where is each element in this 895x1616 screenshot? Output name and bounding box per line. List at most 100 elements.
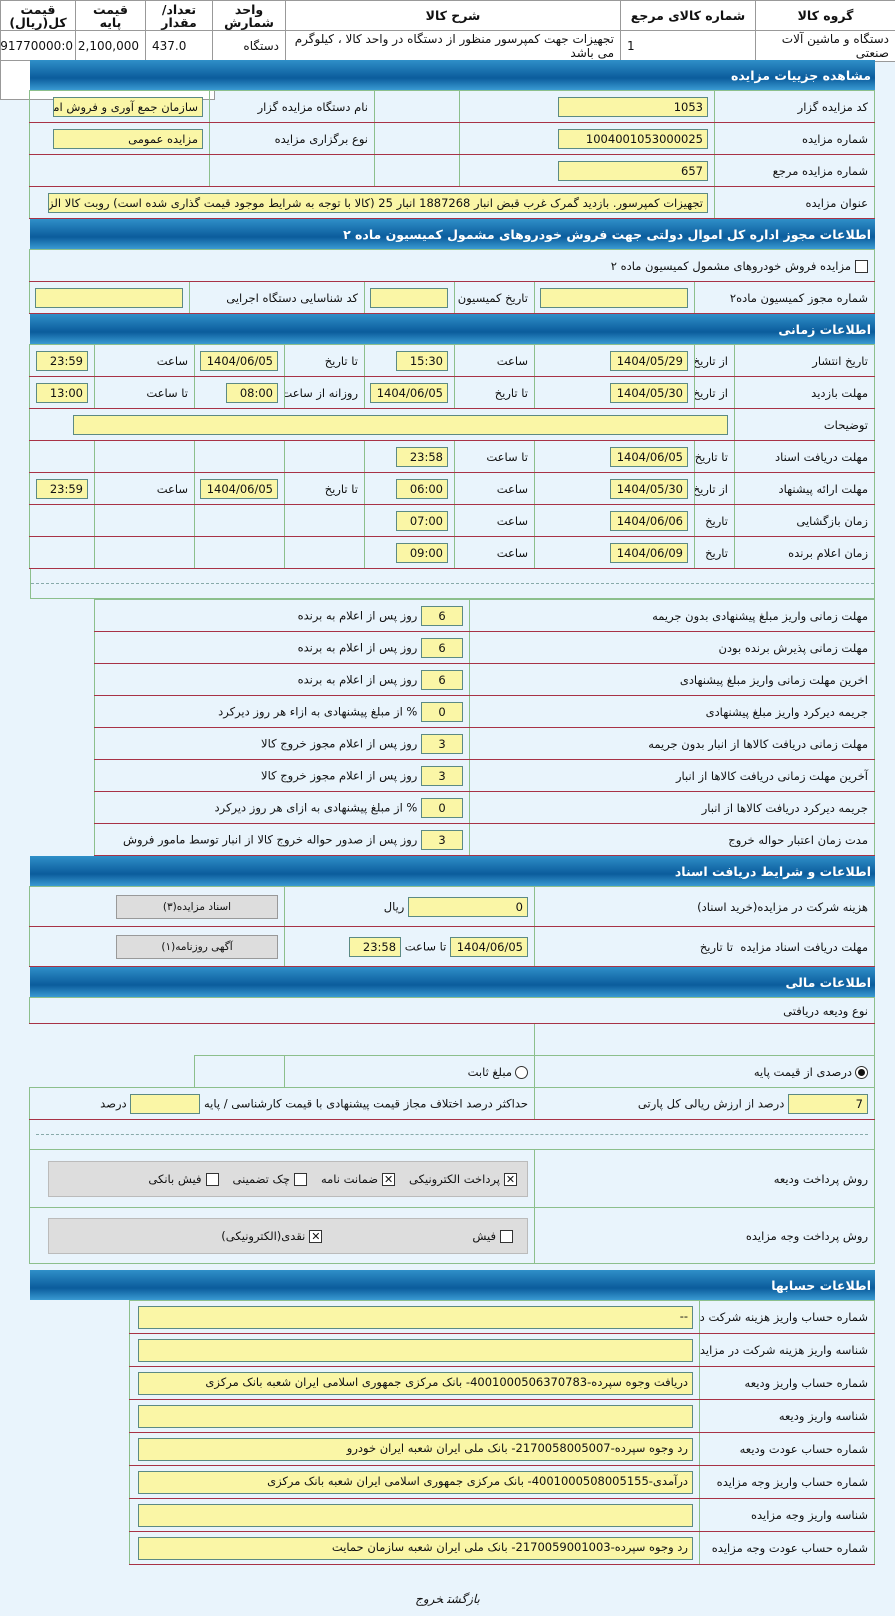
- label: تا تاریخ: [284, 344, 365, 377]
- label: شماره حساب عودت ودیعه: [699, 1432, 875, 1466]
- checkbox[interactable]: [293, 1172, 307, 1186]
- timing-row: مهلت ارائه پیشنهاد از تاریخ 1404/05/30 ساعت…: [29, 472, 875, 505]
- label: مهلت بازدید: [734, 376, 875, 409]
- label: تا ساعت: [94, 376, 195, 409]
- label: تاریخ انتشار: [734, 344, 875, 377]
- condition-suffix: روز پس از اعلام به برنده: [297, 640, 418, 654]
- cell-unit: دستگاه: [212, 30, 286, 62]
- separator: [30, 569, 875, 599]
- cell-ref: 1: [620, 30, 756, 62]
- section-header: اطلاعات مجوز اداره کل اموال دولتی جهت فر…: [30, 219, 875, 249]
- condition-row: مهلت زمانی واریز مبلغ پیشنهادی بدون جریم…: [94, 599, 875, 632]
- checkbox[interactable]: [205, 1172, 219, 1186]
- timing-table: تاریخ انتشار از تاریخ 1404/05/29 ساعت 15:30 ت…: [29, 344, 875, 569]
- percent-field: 7: [788, 1093, 868, 1114]
- timing-row: مهلت دریافت اسناد تا تاریخ 1404/06/05 تا سا…: [29, 440, 875, 473]
- col-header: شرح کالا: [285, 0, 621, 31]
- label: شناسه واریز ودیعه: [699, 1399, 875, 1433]
- checkbox[interactable]: ✕: [382, 1172, 396, 1186]
- doc-deadline-date: 1404/06/05: [450, 936, 528, 957]
- label: ساعت: [94, 344, 195, 377]
- account-field: [138, 1404, 693, 1428]
- accounts-table: شماره حساب واریز هزینه شرکت در مزایده--ش…: [129, 1300, 875, 1565]
- label: تا ساعت: [404, 939, 447, 953]
- label: مهلت دریافت اسناد مزایده: [740, 939, 868, 954]
- condition-value: 0: [421, 797, 463, 818]
- checkbox-label: ضمانت نامه: [320, 1171, 379, 1186]
- time-field: 23:59: [36, 478, 88, 499]
- label: ساعت: [94, 472, 195, 505]
- label: مهلت زمانی پذیرش برنده بودن: [469, 631, 875, 664]
- condition-suffix: روز پس از اعلام مجوز خروج کالا: [261, 736, 418, 750]
- percent-radio[interactable]: [855, 1065, 868, 1079]
- label: شماره مزایده: [714, 122, 875, 155]
- condition-row: جریمه دیرکرد دریافت کالاها از انبار 0 % ا…: [94, 791, 875, 824]
- date-field: 1404/05/29: [610, 350, 688, 371]
- date-field: 1404/05/30: [610, 478, 688, 499]
- timing-row: زمان اعلام برنده تاریخ 1404/06/09 ساعت 09:00: [29, 536, 875, 569]
- date-field: 1404/06/09: [610, 542, 688, 563]
- commission-checkbox[interactable]: [855, 259, 868, 273]
- fixed-amount-radio[interactable]: [515, 1065, 528, 1079]
- label: نام دستگاه مزایده گزار: [209, 90, 375, 123]
- label: تا تاریخ: [694, 440, 735, 473]
- radio-label: درصدی از قیمت پایه: [753, 1064, 852, 1079]
- label: مدت زمان اعتبار حواله خروج: [469, 823, 875, 856]
- checkbox-label: نقدی(الکترونیکی): [221, 1228, 306, 1243]
- label: [94, 504, 195, 537]
- label: شماره حساب عودت وجه مزایده: [699, 1531, 875, 1565]
- checkbox[interactable]: ✕: [309, 1229, 323, 1243]
- section-header: اطلاعات زمانی: [30, 314, 875, 344]
- label: روش پرداخت وجه مزایده: [534, 1207, 875, 1264]
- newspaper-ad-button[interactable]: آگهی روزنامه(۱): [116, 934, 278, 959]
- label: تا تاریخ: [284, 472, 365, 505]
- label: درصد از ارزش ریالی کل پارتی: [637, 1096, 785, 1110]
- label: آخرین مهلت زمانی دریافت کالاها از انبار: [469, 759, 875, 792]
- checkbox-label: فیش: [472, 1228, 496, 1243]
- auction-subject-field: تجهیزات کمپرسور. بازدید گمرک غرب قبض انب…: [48, 192, 708, 213]
- time-field: 23:58: [396, 446, 448, 467]
- label: جریمه دیرکرد دریافت کالاها از انبار: [469, 791, 875, 824]
- account-field: [138, 1503, 693, 1527]
- checkbox[interactable]: ✕: [504, 1172, 517, 1186]
- condition-suffix: روز پس از اعلام مجوز خروج کالا: [261, 768, 418, 782]
- condition-suffix: روز پس از صدور حواله خروج کالا از انبار …: [122, 832, 418, 846]
- col-header: واحد شمارش: [212, 0, 286, 31]
- time-field: 07:00: [396, 510, 448, 531]
- col-header: تعداد/مقدار: [145, 0, 213, 31]
- condition-suffix: روز پس از اعلام به برنده: [297, 672, 418, 686]
- condition-value: 0: [421, 701, 463, 722]
- items-header-row: گروه کالا شماره کالای مرجع شرح کالا واحد…: [0, 0, 895, 31]
- condition-row: آخرین مهلت زمانی دریافت کالاها از انبار 3…: [94, 759, 875, 792]
- date-field: 1404/06/05: [200, 478, 278, 499]
- checkbox-item: ✕ضمانت نامه: [320, 1171, 396, 1186]
- col-header: قیمت کل(ریال): [0, 0, 76, 31]
- label: شناسه واریز هزینه شرکت در مزایده: [699, 1333, 875, 1367]
- label: [94, 440, 195, 473]
- condition-value: 6: [421, 605, 463, 626]
- account-row: شناسه واریز ودیعه: [129, 1399, 875, 1433]
- label: زمان اعلام برنده: [734, 536, 875, 569]
- label: روزانه از ساعت: [284, 376, 365, 409]
- checkbox-item: چک تضمینی: [233, 1172, 307, 1186]
- label: تا ساعت: [454, 440, 535, 473]
- auction-documents-button[interactable]: اسناد مزایده(۳): [116, 894, 278, 919]
- section-header: اطلاعات حسابها: [30, 1270, 875, 1300]
- doc-deadline-time: 23:58: [349, 936, 402, 957]
- condition-value: 3: [421, 829, 463, 850]
- account-field: رد وجوه سپرده-2170058005007- بانک ملی ای…: [138, 1437, 693, 1461]
- back-link[interactable]: بازگشت: [447, 1592, 480, 1606]
- label: نوع ودیعه دریافتی: [28, 997, 876, 1024]
- cell-price: 2,100,000: [75, 30, 146, 62]
- label: [284, 536, 365, 569]
- label: نوع برگزاری مزایده: [209, 122, 375, 155]
- checkbox[interactable]: [500, 1229, 513, 1243]
- label: ساعت: [454, 536, 535, 569]
- condition-value: 3: [421, 765, 463, 786]
- label: تا تاریخ: [699, 939, 734, 954]
- label: [94, 536, 195, 569]
- exit-link[interactable]: خروج: [415, 1592, 444, 1606]
- account-row: شناسه واریز وجه مزایده: [129, 1498, 875, 1532]
- condition-suffix: روز پس از اعلام به برنده: [297, 608, 418, 622]
- auction-number-field: 1004001053000025: [558, 128, 708, 149]
